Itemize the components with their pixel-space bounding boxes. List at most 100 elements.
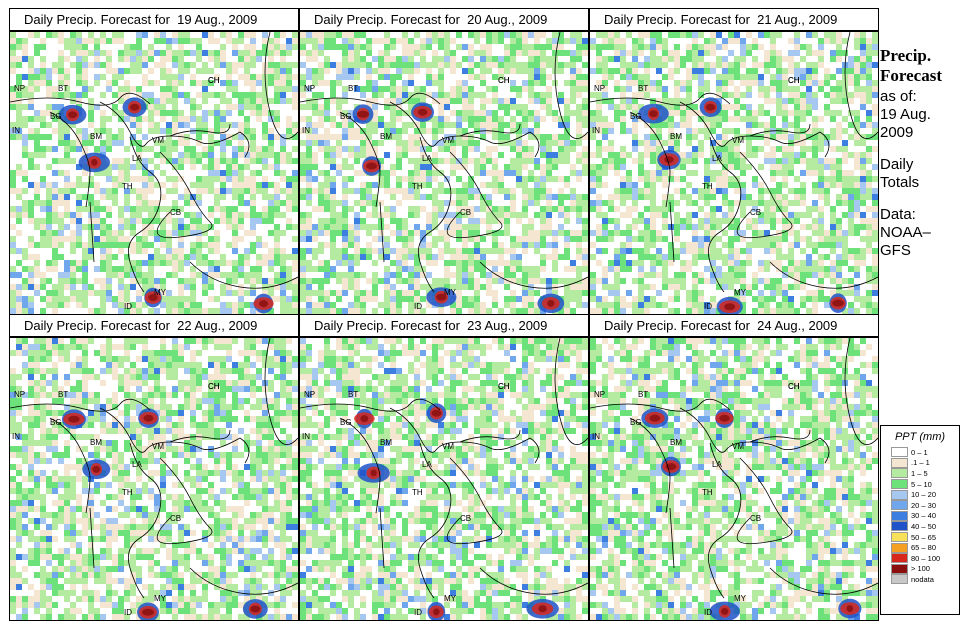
text-line: Totals xyxy=(880,174,920,191)
country-label: BM xyxy=(380,132,392,141)
country-label: CH xyxy=(788,76,800,85)
country-label: ID xyxy=(414,302,422,311)
legend-item: 1 – 5 xyxy=(891,468,959,479)
legend-label: 65 – 80 xyxy=(911,543,937,553)
legend-swatch xyxy=(891,479,908,490)
legend-label: 10 – 20 xyxy=(911,490,937,500)
country-label: BM xyxy=(670,132,682,141)
country-label: TH xyxy=(702,488,713,497)
legend-item: 80 – 100 xyxy=(891,553,959,564)
country-label: BG xyxy=(50,112,62,121)
precip-map: NP BT IN BG BM CH VM LA TH CB MY ID CH xyxy=(9,337,299,621)
country-label: IN xyxy=(592,126,600,135)
country-label: BT xyxy=(348,84,359,93)
legend-label: 50 – 65 xyxy=(911,532,937,542)
country-label: CH xyxy=(498,382,510,391)
forecast-panel-24-aug: Daily Precip. Forecast for 24 Aug., 2009… xyxy=(589,314,879,621)
country-label: BG xyxy=(340,418,352,427)
precip-map: NP BT IN BG BM CH VM LA TH CB MY ID CH xyxy=(299,337,589,621)
legend-label: nodata xyxy=(911,574,934,584)
country-label: BT xyxy=(348,390,359,399)
country-label: TH xyxy=(122,182,133,191)
country-label: VM xyxy=(442,442,454,451)
title-line: Precip. xyxy=(880,46,932,65)
legend-item: 20 – 30 xyxy=(891,500,959,511)
country-label: LA xyxy=(132,154,142,163)
country-label: CH xyxy=(208,382,220,391)
country-label: BG xyxy=(50,418,62,427)
country-label: VM xyxy=(732,442,744,451)
title-line: Forecast xyxy=(880,66,942,85)
country-label: CB xyxy=(460,514,472,523)
country-label: BT xyxy=(638,84,649,93)
legend-label: > 100 xyxy=(911,564,930,574)
country-label: CB xyxy=(460,208,472,217)
country-label: IN xyxy=(302,126,310,135)
country-label: IN xyxy=(12,126,20,135)
panel-title: Daily Precip. Forecast for 22 Aug., 2009 xyxy=(9,314,299,337)
legend-swatch xyxy=(891,447,908,458)
legend-item: 50 – 65 xyxy=(891,532,959,543)
country-label: NP xyxy=(14,84,26,93)
panel-title: Daily Precip. Forecast for 24 Aug., 2009 xyxy=(589,314,879,337)
country-label: TH xyxy=(122,488,133,497)
panel-title: Daily Precip. Forecast for 23 Aug., 2009 xyxy=(299,314,589,337)
country-label: TH xyxy=(412,488,423,497)
text-line: 2009 xyxy=(880,124,914,141)
country-label: ID xyxy=(124,302,132,311)
legend-swatch xyxy=(891,553,908,564)
legend-label: 5 – 10 xyxy=(911,479,932,489)
legend-swatch xyxy=(891,563,908,574)
country-label: VM xyxy=(152,136,164,145)
legend-item: nodata xyxy=(891,574,959,585)
legend-item: > 100 xyxy=(891,563,959,575)
text-line: GFS xyxy=(880,242,911,259)
country-label: VM xyxy=(152,442,164,451)
precip-map: NP BT IN BG BM CH VM LA TH CB MY ID CH xyxy=(589,31,879,315)
country-label: MY xyxy=(734,288,746,297)
legend-swatch xyxy=(891,510,908,521)
country-label: BG xyxy=(630,112,642,121)
precip-map: NP BT IN BG BM CH VM LA TH CB MY ID CH xyxy=(299,31,589,315)
precip-map: NP BT IN BG BM CH VM LA TH CB MY ID CH xyxy=(589,337,879,621)
country-label: NP xyxy=(304,84,316,93)
forecast-panel-23-aug: Daily Precip. Forecast for 23 Aug., 2009… xyxy=(299,314,589,621)
country-label: ID xyxy=(704,302,712,311)
country-label: MY xyxy=(154,594,166,603)
map-canvas xyxy=(10,338,298,620)
legend-label: 30 – 40 xyxy=(911,511,937,521)
legend-item: .1 – 1 xyxy=(891,457,959,469)
country-label: BT xyxy=(638,390,649,399)
country-label: TH xyxy=(412,182,423,191)
text-line: as of: xyxy=(880,88,917,105)
text-line: Daily xyxy=(880,156,914,173)
country-label: BM xyxy=(670,438,682,447)
forecast-panel-19-aug: Daily Precip. Forecast for 19 Aug., 2009… xyxy=(9,8,299,315)
country-label: BT xyxy=(58,84,69,93)
country-label: ID xyxy=(704,608,712,617)
country-label: BG xyxy=(340,112,352,121)
country-label: MY xyxy=(154,288,166,297)
country-label: LA xyxy=(712,154,722,163)
country-label: CH xyxy=(788,382,800,391)
daily-totals-note: Daily Totals xyxy=(880,156,964,192)
country-label: NP xyxy=(594,84,606,93)
country-label: IN xyxy=(12,432,20,441)
text-line: NOAA– xyxy=(880,224,931,241)
country-label: CH xyxy=(788,76,800,85)
country-label: LA xyxy=(712,460,722,469)
country-label: CH xyxy=(498,76,510,85)
legend-swatch xyxy=(891,489,908,500)
forecast-panel-20-aug: Daily Precip. Forecast for 20 Aug., 2009… xyxy=(299,8,589,315)
map-canvas xyxy=(300,32,588,314)
country-label: VM xyxy=(442,136,454,145)
map-canvas xyxy=(590,32,878,314)
country-label: BM xyxy=(90,132,102,141)
country-label: MY xyxy=(444,594,456,603)
panel-title: Daily Precip. Forecast for 21 Aug., 2009 xyxy=(589,8,879,31)
country-label: MY xyxy=(734,594,746,603)
map-canvas xyxy=(300,338,588,620)
country-label: CH xyxy=(208,382,220,391)
legend-swatch xyxy=(891,532,908,543)
precip-map: NP BT IN BG BM CH VM LA TH CB MY ID CH xyxy=(9,31,299,315)
